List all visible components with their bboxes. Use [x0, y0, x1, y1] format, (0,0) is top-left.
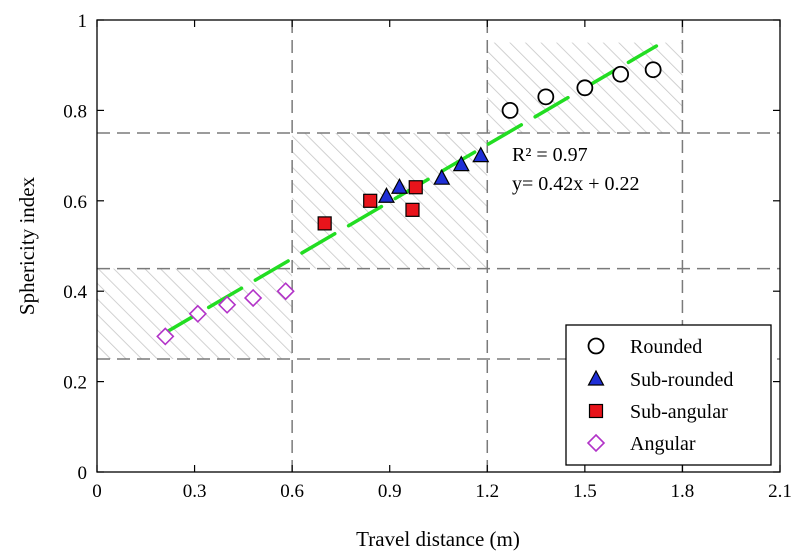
point-sub-angular-4	[408, 180, 423, 195]
point-sub-rounded-2	[390, 177, 408, 194]
legend-label-angular: Angular	[630, 433, 696, 455]
point-rounded-2	[537, 88, 555, 106]
point-sub-rounded-3	[433, 168, 451, 185]
point-rounded-4	[612, 65, 630, 83]
x-tick-label: 0.3	[183, 481, 207, 502]
point-sub-rounded-1	[377, 187, 395, 203]
point-angular-2	[188, 304, 207, 323]
x-tick-label: 1.2	[475, 481, 499, 502]
x-axis-title: Travel distance (m)	[356, 527, 520, 551]
point-angular-3	[217, 295, 237, 314]
x-tick-label: 2.1	[768, 481, 792, 502]
x-tick-label: 1.5	[573, 481, 597, 502]
plot-frame	[96, 19, 781, 473]
x-tick-label: 1.8	[671, 481, 695, 502]
point-sub-angular-2	[363, 193, 378, 208]
legend-label-sub-rounded: Sub-rounded	[630, 369, 733, 391]
legend-markers	[586, 337, 606, 453]
legend-marker-sub-rounded	[587, 369, 605, 386]
point-sub-rounded-4	[452, 155, 470, 172]
y-tick-label: 0.4	[63, 282, 87, 303]
x-tick-label: 0.6	[280, 481, 304, 502]
point-angular-5	[276, 282, 295, 301]
equation-annotation: y= 0.42x + 0.22	[512, 173, 640, 195]
y-tick-label: 1	[78, 11, 88, 32]
legend-label-rounded: Rounded	[630, 336, 702, 358]
legend-marker-angular	[586, 433, 606, 453]
point-sub-rounded-5	[472, 146, 490, 163]
point-angular-1	[156, 327, 175, 346]
point-sub-angular-3	[405, 202, 420, 217]
x-tick-label: 0.9	[378, 481, 402, 502]
legend-marker-sub-angular	[588, 403, 604, 419]
legend-label-sub-angular: Sub-angular	[630, 401, 728, 423]
point-rounded-1	[501, 102, 519, 119]
point-angular-4	[243, 288, 263, 308]
legend-marker-rounded	[587, 337, 605, 355]
y-tick-label: 0.6	[63, 192, 87, 213]
point-rounded-3	[576, 79, 594, 97]
y-tick-label: 0.8	[63, 101, 87, 122]
y-tick-label: 0	[78, 463, 88, 484]
point-sub-angular-1	[317, 216, 332, 231]
legend: Rounded Sub-rounded Sub-angular Angular	[565, 324, 772, 466]
data-points	[156, 61, 662, 346]
point-rounded-5	[644, 61, 662, 79]
y-tick-label: 0.2	[63, 373, 87, 394]
axis-ticks: 0 0.3 0.6 0.9 1.2 1.5 1.8 2.1 0 0.2 0.4 0.6 0.8 1	[63, 11, 792, 502]
r2-annotation: R² = 0.97	[512, 144, 588, 166]
x-tick-label: 0	[92, 481, 102, 502]
y-axis-title: Sphericity index	[15, 176, 39, 315]
